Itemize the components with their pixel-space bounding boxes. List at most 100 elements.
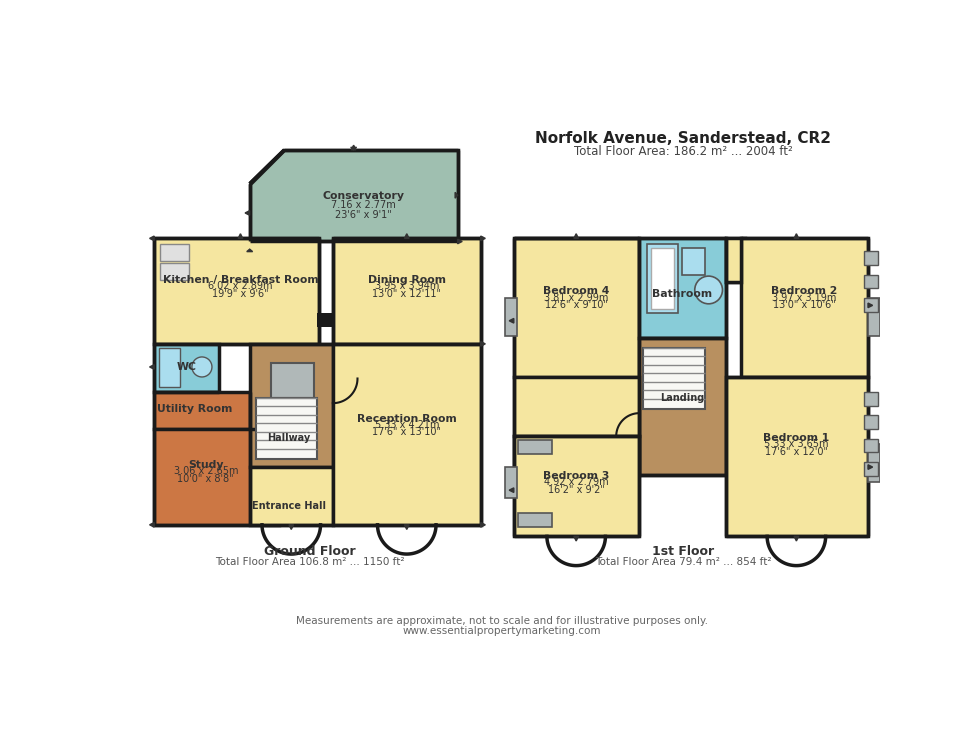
Polygon shape	[481, 236, 485, 241]
Text: Norfolk Avenue, Sanderstead, CR2: Norfolk Avenue, Sanderstead, CR2	[535, 131, 831, 146]
Text: www.essentialpropertymarketing.com: www.essentialpropertymarketing.com	[403, 626, 602, 636]
Text: 23'6" x 9'1": 23'6" x 9'1"	[335, 209, 392, 219]
Text: Reception Room: Reception Room	[357, 414, 457, 423]
Bar	[154, 393, 250, 429]
Bar	[505, 467, 516, 498]
Polygon shape	[250, 150, 284, 184]
Circle shape	[695, 276, 722, 304]
Text: 3.81 x 2.99m: 3.81 x 2.99m	[544, 292, 609, 303]
Polygon shape	[405, 525, 409, 530]
Text: Conservatory: Conservatory	[322, 191, 405, 201]
Bar	[333, 239, 481, 344]
Bar	[864, 462, 878, 476]
Bar	[647, 244, 678, 313]
Text: 4.92 x 2.79m: 4.92 x 2.79m	[544, 477, 609, 488]
Polygon shape	[245, 211, 250, 215]
Text: 17'6" x 12'0": 17'6" x 12'0"	[765, 447, 828, 457]
Bar	[682, 248, 705, 275]
Polygon shape	[150, 365, 154, 370]
Polygon shape	[481, 342, 485, 346]
Bar	[864, 415, 878, 429]
Text: Dining Room: Dining Room	[368, 275, 446, 285]
Polygon shape	[574, 233, 578, 239]
Bar	[154, 429, 279, 525]
Polygon shape	[238, 233, 243, 239]
Bar	[154, 239, 319, 344]
Bar	[250, 344, 333, 467]
Bar	[514, 436, 639, 475]
Bar	[725, 239, 741, 282]
Bar	[514, 436, 639, 536]
Bar	[643, 348, 705, 409]
Text: 16'2" x 9'2": 16'2" x 9'2"	[548, 485, 605, 495]
Bar	[864, 393, 878, 406]
Text: Bedroom 2: Bedroom 2	[771, 286, 837, 296]
Polygon shape	[794, 536, 799, 541]
Bar	[517, 513, 553, 527]
Bar	[639, 338, 725, 475]
Text: Measurements are approximate, not to scale and for illustrative purposes only.: Measurements are approximate, not to sca…	[296, 616, 709, 626]
Bar	[725, 377, 868, 536]
Bar	[864, 275, 878, 289]
Bar	[250, 467, 333, 525]
Polygon shape	[150, 236, 154, 241]
Text: Total Floor Area 79.4 m² ... 854 ft²: Total Floor Area 79.4 m² ... 854 ft²	[595, 557, 771, 567]
Polygon shape	[247, 249, 253, 251]
Circle shape	[192, 357, 212, 377]
Text: 1st Floor: 1st Floor	[652, 545, 714, 558]
Polygon shape	[289, 525, 294, 530]
Polygon shape	[868, 465, 872, 470]
Bar	[333, 344, 481, 525]
Text: Landing: Landing	[661, 393, 705, 402]
Text: Study: Study	[188, 460, 223, 470]
Bar	[868, 444, 880, 482]
Text: 6.02 x 2.89m: 6.02 x 2.89m	[208, 281, 272, 291]
Bar	[517, 440, 553, 454]
Text: WC: WC	[176, 362, 197, 372]
Polygon shape	[794, 233, 799, 239]
Text: 5.33 x 4.21m: 5.33 x 4.21m	[374, 420, 439, 429]
Bar	[514, 377, 639, 436]
Bar	[868, 298, 880, 336]
Polygon shape	[868, 303, 872, 307]
Text: 5.33 x 3.65m: 5.33 x 3.65m	[764, 439, 829, 449]
Text: 12'6" x 9'10": 12'6" x 9'10"	[545, 301, 608, 310]
Text: Ground Floor: Ground Floor	[264, 545, 356, 558]
Polygon shape	[510, 488, 514, 492]
Bar	[505, 298, 516, 336]
Polygon shape	[405, 233, 409, 239]
Polygon shape	[352, 145, 356, 150]
Text: Hallway: Hallway	[268, 433, 311, 443]
Bar	[154, 344, 219, 393]
Bar	[160, 263, 189, 280]
Text: Utility Room: Utility Room	[157, 405, 232, 414]
Polygon shape	[150, 523, 154, 527]
Polygon shape	[481, 523, 485, 527]
Text: 7.16 x 2.77m: 7.16 x 2.77m	[331, 200, 396, 210]
Bar	[271, 363, 314, 398]
Bar	[864, 251, 878, 266]
Text: Kitchen / Breakfast Room: Kitchen / Breakfast Room	[163, 275, 318, 285]
Text: Bathroom: Bathroom	[653, 289, 712, 298]
Bar	[159, 349, 180, 387]
Bar	[864, 438, 878, 453]
Text: Entrance Hall: Entrance Hall	[252, 500, 326, 511]
Text: 19'9" x 9'6": 19'9" x 9'6"	[212, 289, 269, 298]
Polygon shape	[455, 192, 458, 198]
Text: 13'0" x 12'11": 13'0" x 12'11"	[372, 289, 441, 298]
Bar	[514, 239, 639, 377]
Text: 17'6" x 13'10": 17'6" x 13'10"	[372, 427, 441, 438]
Bar	[256, 398, 318, 459]
Bar	[651, 248, 674, 309]
Bar	[864, 298, 878, 311]
Polygon shape	[510, 319, 514, 323]
Text: Bedroom 3: Bedroom 3	[543, 471, 610, 481]
Bar	[318, 313, 333, 327]
Text: Bedroom 4: Bedroom 4	[543, 286, 610, 296]
Bar	[160, 244, 189, 261]
Text: Total Floor Area: 186.2 m² ... 2004 ft²: Total Floor Area: 186.2 m² ... 2004 ft²	[574, 145, 793, 158]
Text: 3.97 x 3.19m: 3.97 x 3.19m	[772, 292, 836, 303]
Text: 13'0" x 10'6": 13'0" x 10'6"	[772, 301, 836, 310]
Polygon shape	[351, 147, 357, 150]
Text: 3.06 x 2.65m: 3.06 x 2.65m	[173, 466, 238, 476]
